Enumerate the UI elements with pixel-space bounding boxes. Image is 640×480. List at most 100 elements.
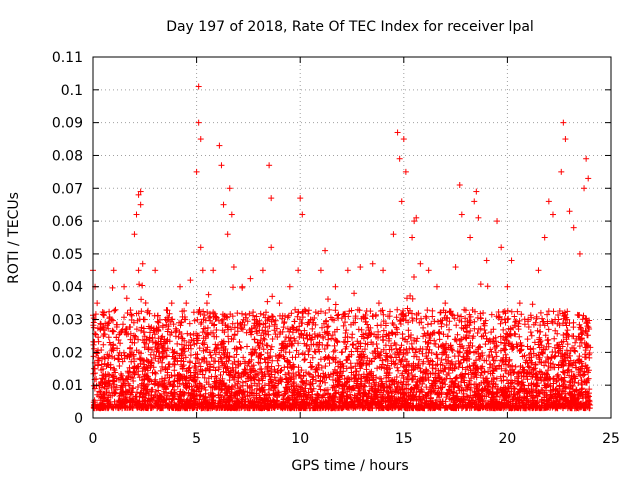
data-point <box>135 191 142 198</box>
data-point <box>456 181 463 188</box>
data-point <box>295 267 302 274</box>
data-point <box>390 231 397 238</box>
x-tick-label: 10 <box>291 431 309 447</box>
data-point <box>549 211 556 218</box>
y-tick-label: 0.1 <box>61 83 83 99</box>
data-point <box>199 267 206 274</box>
data-point <box>576 250 583 257</box>
chart-title: Day 197 of 2018, Rate Of TEC Index for r… <box>166 19 534 35</box>
y-tick-label: 0.02 <box>52 345 83 361</box>
data-point <box>193 168 200 175</box>
data-point <box>110 267 117 274</box>
y-tick-label: 0 <box>74 411 83 427</box>
data-point <box>177 283 184 290</box>
data-point <box>100 332 107 339</box>
data-point <box>121 283 128 290</box>
data-point <box>131 231 138 238</box>
data-point <box>108 316 115 323</box>
data-point <box>475 214 482 221</box>
data-point <box>380 267 387 274</box>
data-point <box>375 300 382 307</box>
data-point <box>558 168 565 175</box>
data-point <box>452 264 459 271</box>
data-point <box>218 162 225 169</box>
data-point <box>251 316 258 323</box>
y-tick-label: 0.08 <box>52 148 83 164</box>
data-point <box>394 129 401 136</box>
data-point <box>344 267 351 274</box>
data-point <box>541 234 548 241</box>
x-tick-label: 5 <box>192 431 201 447</box>
data-point <box>224 231 231 238</box>
data-point <box>583 155 590 162</box>
data-point <box>239 283 246 290</box>
data-point <box>570 224 577 231</box>
x-axis-label: GPS time / hours <box>291 458 408 474</box>
data-point <box>516 300 523 307</box>
data-point <box>137 201 144 208</box>
y-tick-label: 0.07 <box>52 181 83 197</box>
data-point <box>458 211 465 218</box>
data-point <box>268 244 275 251</box>
data-point <box>369 260 376 267</box>
data-point <box>409 234 416 241</box>
data-point <box>297 195 304 202</box>
data-point <box>508 257 515 264</box>
data-point <box>322 247 329 254</box>
y-tick-labels: 0 0.01 0.02 0.03 0.04 0.05 0.06 0.07 0.08 0.09 0.1… <box>52 50 83 427</box>
x-tick-labels: 0 5 10 15 20 25 <box>89 431 620 447</box>
data-point <box>230 264 237 271</box>
data-point <box>494 218 501 225</box>
data-point <box>400 136 407 143</box>
noise-band-path <box>90 274 594 412</box>
data-point <box>168 300 175 307</box>
data-point <box>197 136 204 143</box>
data-point <box>357 264 364 271</box>
data-point <box>471 198 478 205</box>
y-tick-label: 0.11 <box>52 50 83 66</box>
data-point <box>299 211 306 218</box>
dense-noise-points <box>90 274 594 412</box>
data-point <box>307 316 314 323</box>
data-point <box>562 136 569 143</box>
data-point <box>483 257 490 264</box>
data-point <box>94 300 101 307</box>
data-point <box>133 211 140 218</box>
data-point <box>402 168 409 175</box>
y-tick-label: 0.01 <box>52 378 83 394</box>
data-point <box>425 267 432 274</box>
data-point <box>226 185 233 192</box>
data-point <box>210 267 217 274</box>
data-point <box>545 198 552 205</box>
x-tick-label: 25 <box>602 431 620 447</box>
data-point <box>467 234 474 241</box>
axis-ticks <box>92 56 612 419</box>
y-tick-label: 0.09 <box>52 116 83 132</box>
data-point <box>417 260 424 267</box>
data-point <box>162 316 169 323</box>
data-point <box>411 218 418 225</box>
data-point <box>266 162 273 169</box>
data-point <box>581 185 588 192</box>
data-point <box>351 290 358 297</box>
data-point <box>398 198 405 205</box>
data-point <box>197 244 204 251</box>
data-point <box>286 283 293 290</box>
data-point <box>135 267 142 274</box>
x-tick-label: 0 <box>89 431 98 447</box>
plot-frame <box>92 56 612 419</box>
y-tick-label: 0.06 <box>52 214 83 230</box>
data-point <box>317 267 324 274</box>
data-point <box>141 316 148 323</box>
data-point <box>473 188 480 195</box>
data-point <box>276 300 283 307</box>
data-point <box>137 188 144 195</box>
data-point <box>216 142 223 149</box>
data-point <box>139 260 146 267</box>
data-point <box>498 244 505 251</box>
data-point <box>195 119 202 126</box>
data-point <box>585 175 592 182</box>
data-point <box>268 195 275 202</box>
data-point <box>525 316 532 323</box>
x-tick-label: 15 <box>395 431 413 447</box>
